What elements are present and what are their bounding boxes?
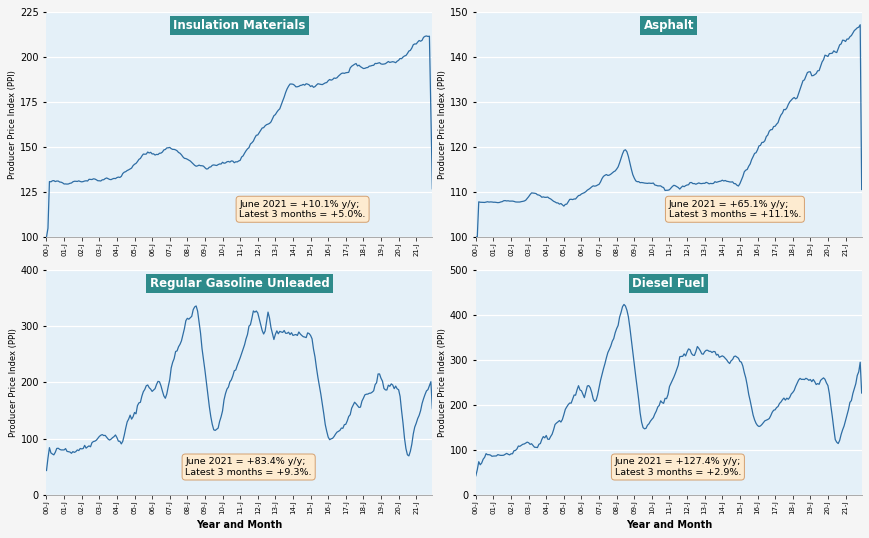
Y-axis label: Producer Price Index (PPI): Producer Price Index (PPI) [437,328,447,437]
Text: June 2021 = +127.4% y/y;
Latest 3 months = +2.9%.: June 2021 = +127.4% y/y; Latest 3 months… [614,457,740,477]
Text: June 2021 = +65.1% y/y;
Latest 3 months = +11.1%.: June 2021 = +65.1% y/y; Latest 3 months … [668,200,800,219]
Text: Regular Gasoline Unleaded: Regular Gasoline Unleaded [149,277,329,290]
Text: June 2021 = +10.1% y/y;
Latest 3 months = +5.0%.: June 2021 = +10.1% y/y; Latest 3 months … [239,200,365,219]
Text: Insulation Materials: Insulation Materials [173,19,305,32]
X-axis label: Year and Month: Year and Month [625,520,711,530]
Y-axis label: Producer Price Index (PPI): Producer Price Index (PPI) [9,70,17,179]
Y-axis label: Producer Price Index (PPI): Producer Price Index (PPI) [437,70,447,179]
X-axis label: Year and Month: Year and Month [196,520,282,530]
Text: Diesel Fuel: Diesel Fuel [632,277,704,290]
Text: Asphalt: Asphalt [643,19,693,32]
Text: June 2021 = +83.4% y/y;
Latest 3 months = +9.3%.: June 2021 = +83.4% y/y; Latest 3 months … [185,457,312,477]
Y-axis label: Producer Price Index (PPI): Producer Price Index (PPI) [9,328,17,437]
